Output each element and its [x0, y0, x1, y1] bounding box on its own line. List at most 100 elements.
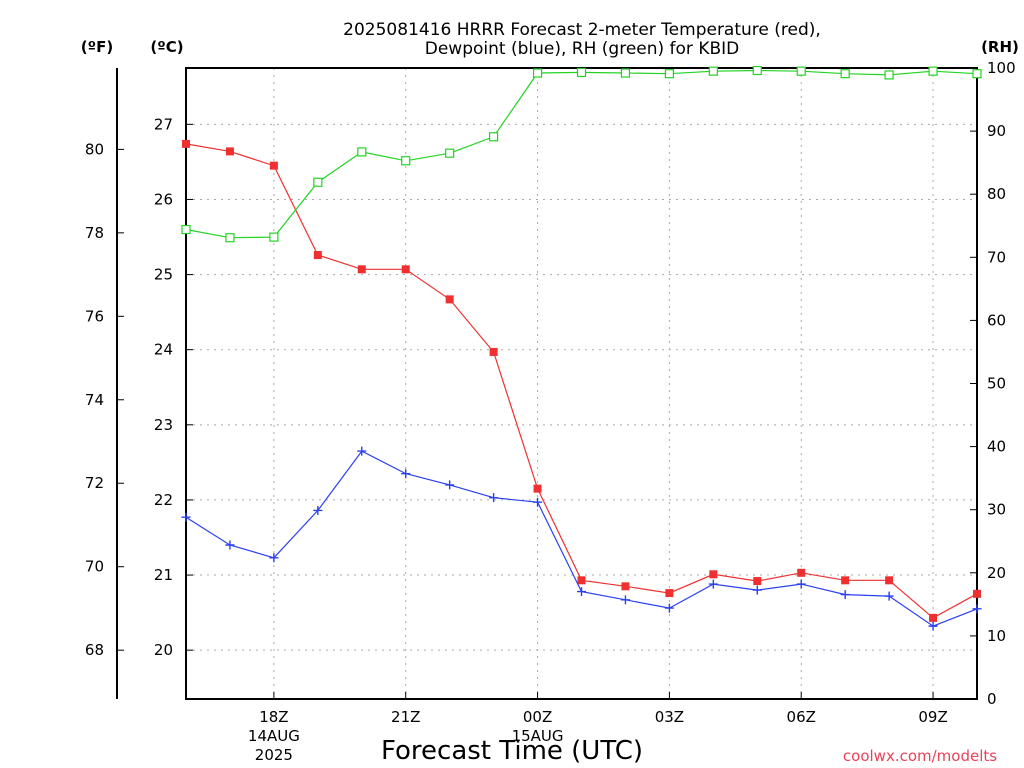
- data-series: [181, 65, 982, 631]
- temperature-point: [533, 484, 542, 493]
- rh-tick-label: 10: [987, 627, 1006, 645]
- fahrenheit-tick-label: 76: [85, 307, 104, 325]
- gridlines: [186, 68, 977, 699]
- time-tick-label: 03Z: [655, 708, 684, 726]
- rh-tick-label: 50: [987, 375, 1006, 393]
- fahrenheit-tick-label: 72: [85, 474, 104, 492]
- celsius-tick-label: 27: [154, 115, 173, 133]
- rh-tick-label: 80: [987, 185, 1006, 203]
- rh-tick-label: 20: [987, 564, 1006, 582]
- temperature-point: [269, 161, 278, 170]
- dewpoint-point: [972, 604, 982, 614]
- time-tick-label: 18Z: [259, 708, 288, 726]
- rh-point: [576, 67, 587, 78]
- dewpoint-point: [357, 446, 367, 456]
- temperature-point: [753, 577, 762, 586]
- rh-series-line: [185, 69, 978, 239]
- fahrenheit-tick-label: 78: [85, 224, 104, 242]
- fahrenheit-tick-label: 80: [85, 140, 104, 158]
- temperature-point: [885, 576, 894, 585]
- rh-tick-label: 100: [987, 59, 1016, 77]
- fahrenheit-tick-label: 70: [85, 558, 104, 576]
- credit-link[interactable]: coolwx.com/modelts: [843, 747, 997, 765]
- rh-point: [620, 68, 631, 78]
- dewpoint-point: [489, 493, 499, 503]
- rh-point: [532, 68, 543, 78]
- temperature-point: [709, 570, 718, 579]
- chart-title-line-2: Dewpoint (blue), RH (green) for KBID: [425, 39, 740, 59]
- temperature-point: [621, 582, 630, 591]
- rh-point: [269, 232, 279, 242]
- temperature-point: [973, 589, 981, 598]
- temperature-point: [489, 347, 498, 356]
- rh-point: [313, 177, 323, 187]
- rh-point: [796, 66, 806, 76]
- date-label: 2025: [255, 746, 293, 764]
- dewpoint-point: [533, 497, 543, 507]
- fahrenheit-unit-label: (ºF): [81, 38, 113, 56]
- temperature-point: [401, 265, 410, 274]
- time-tick-label: 09Z: [918, 708, 947, 726]
- dewpoint-point: [181, 512, 191, 522]
- date-label: 15AUG: [512, 727, 564, 745]
- rh-tick-label: 0: [987, 690, 997, 708]
- dewpoint-point: [225, 540, 235, 550]
- celsius-tick-label: 21: [154, 566, 173, 584]
- temperature-point: [357, 265, 366, 274]
- rh-point: [181, 224, 191, 235]
- rh-point: [928, 66, 938, 76]
- celsius-tick-label: 22: [154, 491, 173, 509]
- date-label: 14AUG: [248, 727, 300, 745]
- rh-point: [357, 147, 367, 157]
- rh-unit-label: (RH): [981, 38, 1019, 56]
- fahrenheit-tick-label: 74: [85, 391, 104, 409]
- rh-point: [840, 69, 850, 79]
- rh-point: [884, 70, 894, 80]
- temperature-point: [577, 576, 586, 585]
- x-axis-title: Forecast Time (UTC): [381, 736, 643, 766]
- temperature-point: [225, 147, 234, 156]
- temperature-point: [313, 251, 322, 260]
- celsius-tick-label: 20: [154, 641, 173, 659]
- time-tick-label: 00Z: [523, 708, 552, 726]
- dewpoint-point: [577, 587, 586, 597]
- dewpoint-point: [884, 591, 894, 601]
- rh-point: [752, 65, 762, 76]
- celsius-tick-label: 23: [154, 416, 173, 434]
- rh-point: [664, 69, 674, 79]
- temperature-point: [797, 568, 806, 577]
- time-tick-label: 06Z: [787, 708, 816, 726]
- dewpoint-point: [401, 469, 411, 479]
- rh-point: [401, 156, 411, 166]
- temperature-point: [929, 613, 938, 622]
- fahrenheit-tick-label: 68: [85, 641, 104, 659]
- celsius-unit-label: (ºC): [150, 38, 183, 56]
- dewpoint-point: [620, 595, 630, 605]
- temperature-point: [841, 576, 850, 585]
- temperature-point: [665, 589, 674, 598]
- plot-frame: [185, 67, 978, 700]
- rh-point: [489, 132, 499, 142]
- celsius-tick-label: 26: [154, 190, 173, 208]
- dewpoint-point: [928, 621, 938, 631]
- dewpoint-point: [445, 480, 455, 490]
- dewpoint-point: [664, 603, 674, 613]
- rh-point: [445, 148, 455, 158]
- temperature-series-line: [185, 143, 978, 619]
- dewpoint-point: [752, 585, 762, 595]
- rh-tick-label: 70: [987, 248, 1006, 266]
- dewpoint-series-line: [185, 450, 978, 627]
- rh-tick-label: 90: [987, 122, 1006, 140]
- rh-tick-label: 40: [987, 438, 1006, 456]
- rh-point: [225, 233, 235, 243]
- dewpoint-point: [796, 579, 806, 589]
- celsius-tick-label: 25: [154, 266, 173, 284]
- temperature-point: [182, 139, 190, 148]
- temperature-point: [445, 295, 454, 304]
- chart-title-line-1: 2025081416 HRRR Forecast 2-meter Tempera…: [343, 20, 821, 40]
- dewpoint-point: [708, 579, 718, 589]
- rh-point: [708, 66, 718, 76]
- rh-tick-label: 30: [987, 501, 1006, 519]
